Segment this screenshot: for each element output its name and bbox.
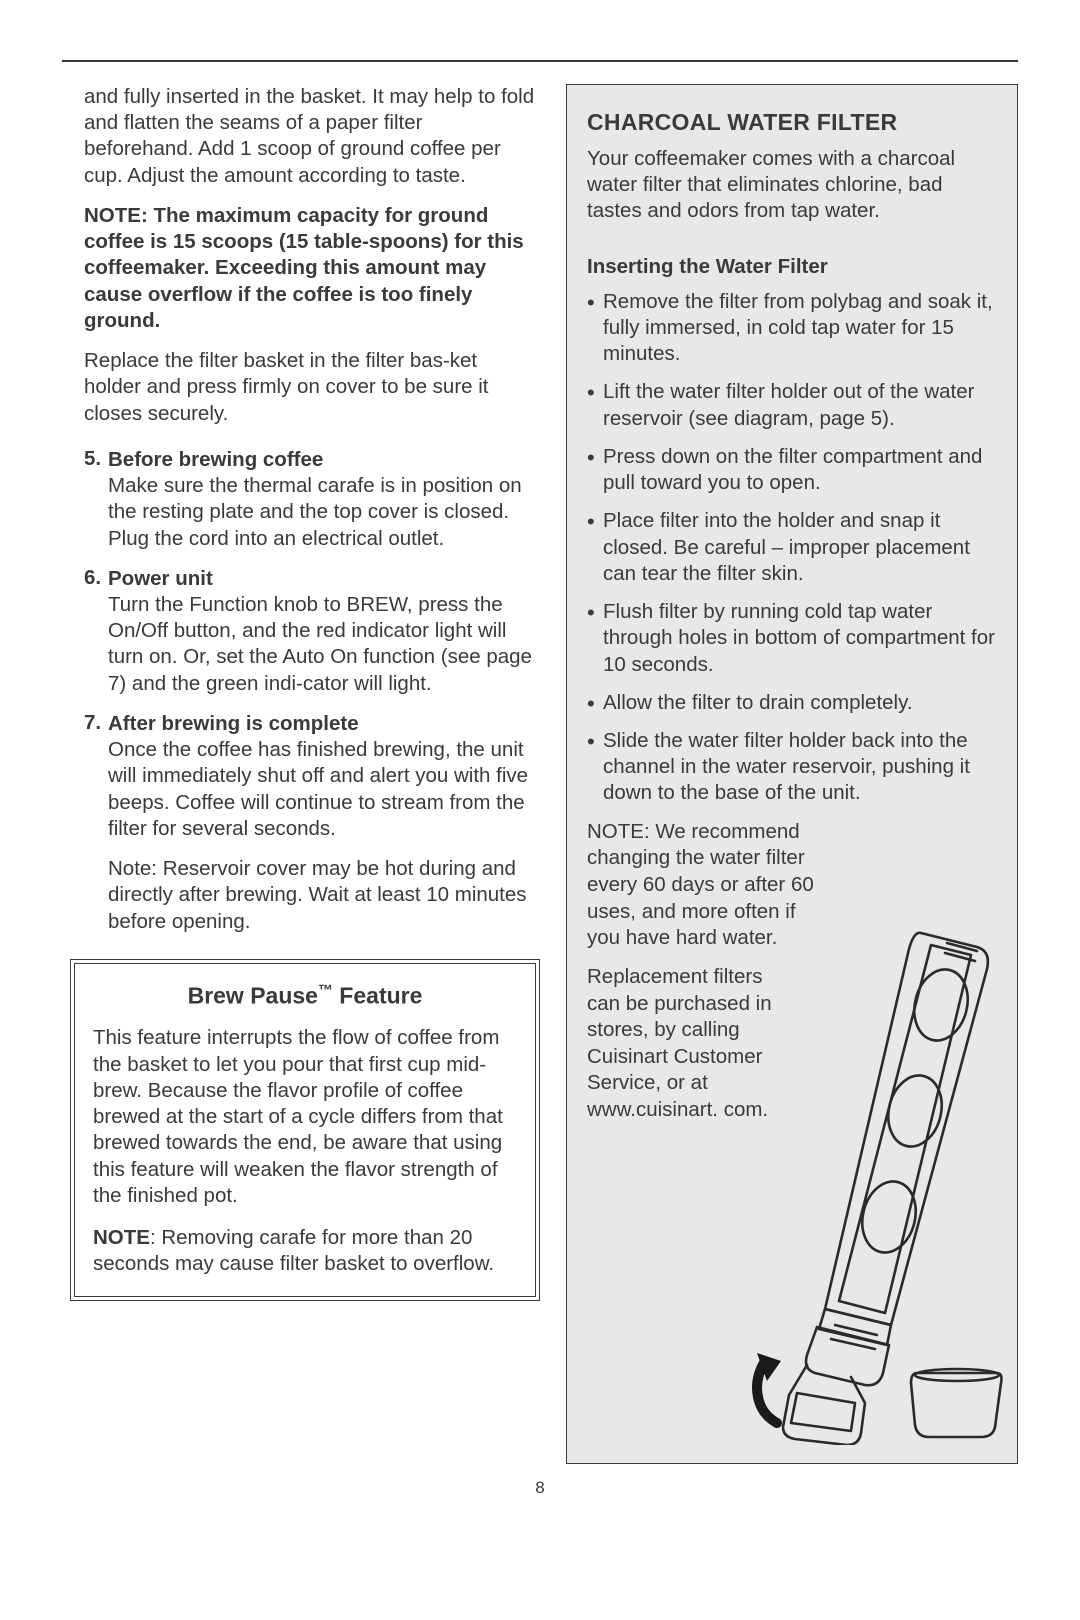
tm-symbol: ™ xyxy=(318,982,333,999)
filter-holder-diagram xyxy=(719,925,1009,1445)
top-rule xyxy=(62,60,1018,62)
step-5: 5. Before brewing coffee Make sure the t… xyxy=(84,447,536,552)
step-heading: After brewing is complete xyxy=(108,711,536,737)
title-prefix: Brew Pause xyxy=(188,982,318,1008)
filter-bullet: Allow the filter to drain completely. xyxy=(587,690,997,716)
filter-title: CHARCOAL WATER FILTER xyxy=(587,109,997,136)
replace-text: Replace the filter basket in the filter … xyxy=(84,348,536,427)
step-number: 6. xyxy=(84,566,108,697)
step-6: 6. Power unit Turn the Function knob to … xyxy=(84,566,536,697)
page-columns: and fully inserted in the basket. It may… xyxy=(62,84,1018,1464)
reservoir-note: Note: Reservoir cover may be hot during … xyxy=(84,856,536,935)
brew-pause-body: This feature interrupts the flow of coff… xyxy=(93,1025,517,1209)
filter-bullet: Lift the water filter holder out of the … xyxy=(587,379,997,431)
filter-bullet: Press down on the filter compartment and… xyxy=(587,444,997,496)
step-number: 5. xyxy=(84,447,108,552)
step-heading: Power unit xyxy=(108,566,536,592)
filter-bullet: Flush filter by running cold tap water t… xyxy=(587,599,997,678)
filter-bullet-list: Remove the filter from polybag and soak … xyxy=(587,289,997,807)
brew-pause-title: Brew Pause™ Feature xyxy=(93,982,517,1010)
brew-pause-note: NOTE: Removing carafe for more than 20 s… xyxy=(93,1225,517,1277)
left-column: and fully inserted in the basket. It may… xyxy=(62,84,536,1464)
step-number: 7. xyxy=(84,711,108,842)
filter-intro: Your coffeemaker comes with a charcoal w… xyxy=(587,146,997,225)
page-number: 8 xyxy=(62,1478,1018,1498)
charcoal-filter-box: CHARCOAL WATER FILTER Your coffeemaker c… xyxy=(566,84,1018,1464)
step-body: Turn the Function knob to BREW, press th… xyxy=(108,592,536,697)
step-heading: Before brewing coffee xyxy=(108,447,536,473)
right-column: CHARCOAL WATER FILTER Your coffeemaker c… xyxy=(566,84,1018,1464)
filter-bullet: Remove the filter from polybag and soak … xyxy=(587,289,997,368)
brew-pause-box: Brew Pause™ Feature This feature interru… xyxy=(74,963,536,1297)
note-label: NOTE xyxy=(93,1226,150,1249)
step-7: 7. After brewing is complete Once the co… xyxy=(84,711,536,842)
intro-text: and fully inserted in the basket. It may… xyxy=(84,84,536,189)
note-rest: : Removing carafe for more than 20 secon… xyxy=(93,1226,494,1275)
filter-bullet: Place filter into the holder and snap it… xyxy=(587,508,997,587)
filter-subheading: Inserting the Water Filter xyxy=(587,255,997,279)
capacity-note: NOTE: The maximum capacity for ground co… xyxy=(84,203,536,334)
title-suffix: Feature xyxy=(333,982,422,1008)
step-body: Once the coffee has finished brewing, th… xyxy=(108,737,536,842)
filter-bullet: Slide the water filter holder back into … xyxy=(587,728,997,807)
step-body: Make sure the thermal carafe is in posit… xyxy=(108,473,536,552)
